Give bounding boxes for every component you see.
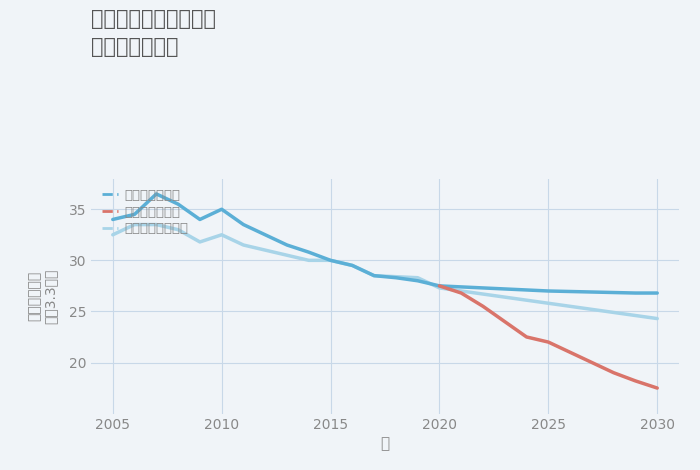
グッドシナリオ (435, 283, 444, 289)
X-axis label: 年: 年 (380, 437, 390, 452)
グッドシナリオ (588, 289, 596, 295)
ノーマルシナリオ (218, 232, 226, 238)
ノーマルシナリオ (196, 239, 204, 245)
ノーマルシナリオ (108, 232, 117, 238)
ノーマルシナリオ (152, 222, 160, 227)
ノーマルシナリオ (479, 291, 487, 297)
バッドシナリオ (479, 304, 487, 309)
グッドシナリオ (283, 242, 291, 248)
グッドシナリオ (522, 287, 531, 293)
バッドシナリオ (610, 370, 618, 376)
バッドシナリオ (588, 360, 596, 365)
ノーマルシナリオ (522, 298, 531, 303)
バッドシナリオ (631, 378, 640, 384)
グッドシナリオ (653, 290, 662, 296)
Text: 岐阜県大垣市小泉町の
土地の価格推移: 岐阜県大垣市小泉町の 土地の価格推移 (91, 9, 216, 57)
グッドシナリオ (174, 201, 182, 207)
Y-axis label: 単価（万円）
坪（3.3㎡）: 単価（万円） 坪（3.3㎡） (27, 268, 57, 324)
ノーマルシナリオ (239, 242, 248, 248)
グッドシナリオ (544, 288, 552, 294)
ノーマルシナリオ (631, 313, 640, 318)
グッドシナリオ (610, 290, 618, 295)
ノーマルシナリオ (348, 263, 356, 268)
グッドシナリオ (631, 290, 640, 296)
グッドシナリオ (500, 286, 509, 292)
グッドシナリオ (566, 289, 574, 294)
Line: バッドシナリオ: バッドシナリオ (440, 286, 657, 388)
グッドシナリオ (370, 273, 378, 279)
ノーマルシナリオ (457, 288, 466, 294)
バッドシナリオ (435, 283, 444, 289)
グッドシナリオ (326, 258, 335, 263)
グッドシナリオ (457, 284, 466, 290)
ノーマルシナリオ (130, 222, 139, 227)
バッドシナリオ (653, 385, 662, 391)
バッドシナリオ (566, 350, 574, 355)
ノーマルシナリオ (610, 310, 618, 315)
バッドシナリオ (544, 339, 552, 345)
ノーマルシナリオ (174, 227, 182, 233)
ノーマルシナリオ (500, 294, 509, 300)
ノーマルシナリオ (544, 300, 552, 306)
Legend: グッドシナリオ, バッドシナリオ, ノーマルシナリオ: グッドシナリオ, バッドシナリオ, ノーマルシナリオ (97, 183, 194, 241)
グッドシナリオ (348, 263, 356, 268)
Line: グッドシナリオ: グッドシナリオ (113, 194, 657, 293)
バッドシナリオ (457, 290, 466, 296)
ノーマルシナリオ (392, 274, 400, 280)
グッドシナリオ (304, 250, 313, 255)
グッドシナリオ (218, 206, 226, 212)
ノーマルシナリオ (653, 316, 662, 321)
グッドシナリオ (130, 212, 139, 217)
グッドシナリオ (108, 217, 117, 222)
グッドシナリオ (152, 191, 160, 197)
グッドシナリオ (261, 232, 270, 238)
ノーマルシナリオ (370, 273, 378, 279)
ノーマルシナリオ (588, 306, 596, 312)
ノーマルシナリオ (261, 247, 270, 253)
バッドシナリオ (500, 319, 509, 324)
ノーマルシナリオ (566, 304, 574, 309)
ノーマルシナリオ (414, 275, 422, 281)
グッドシナリオ (239, 222, 248, 227)
グッドシナリオ (392, 275, 400, 281)
ノーマルシナリオ (326, 258, 335, 263)
Line: ノーマルシナリオ: ノーマルシナリオ (113, 225, 657, 319)
グッドシナリオ (479, 285, 487, 291)
ノーマルシナリオ (304, 258, 313, 263)
ノーマルシナリオ (435, 285, 444, 291)
バッドシナリオ (522, 334, 531, 340)
グッドシナリオ (414, 278, 422, 283)
ノーマルシナリオ (283, 252, 291, 258)
グッドシナリオ (196, 217, 204, 222)
